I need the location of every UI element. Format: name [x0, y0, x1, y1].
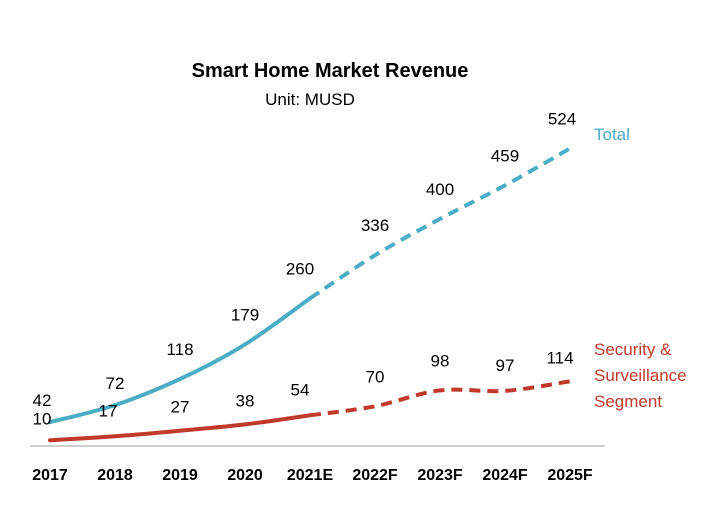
data-label: 54: [291, 380, 310, 399]
series-name-label: Total: [594, 125, 630, 144]
data-label: 38: [236, 391, 255, 410]
x-tick-label: 2017: [32, 467, 68, 484]
x-tick-label: 2024F: [482, 467, 528, 484]
series-security-surveillance: 10 17 27 38 54 70 98 97 114 Security & Surveillanc…: [33, 340, 687, 443]
x-tick-label: 2025F: [547, 467, 593, 484]
data-label: 97: [496, 356, 515, 375]
data-label: 459: [491, 146, 519, 165]
series-total: 42 72 118 179 260 336 400 459 524 Total: [33, 109, 630, 425]
series-line-forecast: [308, 146, 571, 301]
data-label: 118: [166, 340, 193, 359]
data-label: 17: [99, 401, 118, 420]
data-label: 336: [361, 216, 389, 235]
x-tick-label: 2022F: [352, 467, 398, 484]
data-label: 27: [171, 398, 190, 417]
x-tick-label: 2023F: [417, 467, 463, 484]
data-label: 70: [366, 367, 385, 386]
series-line-actual: [48, 296, 312, 425]
chart-subtitle: Unit: MUSD: [265, 90, 355, 109]
x-tick-label: 2018: [97, 467, 133, 484]
data-label: 179: [231, 305, 259, 324]
series-layer: 42 72 118 179 260 336 400 459 524 Total 10 17 27 38 54…: [33, 109, 687, 443]
data-label: 98: [431, 351, 450, 370]
series-line-actual: [48, 413, 312, 443]
data-label: 114: [546, 348, 573, 367]
series-name-label: Security & Surveillance Segment: [594, 340, 687, 411]
data-label: 72: [106, 374, 125, 393]
data-label: 400: [426, 180, 454, 199]
data-label: 42: [33, 391, 52, 410]
x-tick-label: 2020: [227, 467, 263, 484]
data-label: 260: [286, 259, 314, 278]
x-tick-label: 2021E: [287, 467, 334, 484]
data-label: 10: [33, 409, 52, 428]
data-label: 524: [548, 109, 576, 128]
x-tick-label: 2019: [162, 467, 198, 484]
series-line-forecast: [309, 379, 571, 418]
x-axis-ticks: 2017 2018 2019 2020 2021E 2022F 2023F 2024F 2025…: [32, 467, 593, 484]
chart-title: Smart Home Market Revenue: [192, 60, 469, 82]
